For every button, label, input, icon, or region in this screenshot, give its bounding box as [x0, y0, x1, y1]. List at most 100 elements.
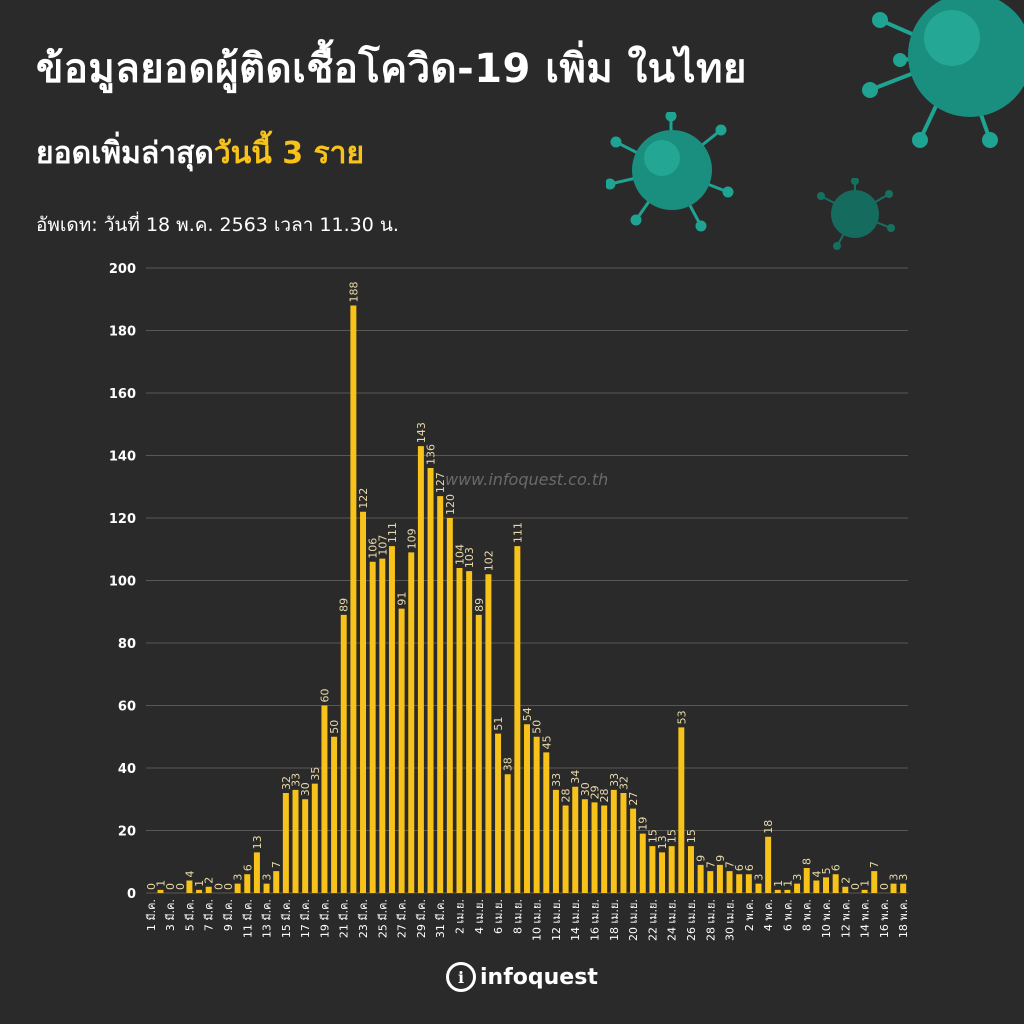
data-label: 91 [396, 592, 409, 606]
x-tick-label: 30 เม.ย. [724, 899, 737, 941]
data-label: 102 [482, 550, 495, 571]
bar [630, 808, 637, 893]
data-label: 6 [830, 864, 843, 871]
bar [668, 846, 675, 893]
x-tick-label: 2 เม.ย. [453, 899, 466, 934]
virus-icon [817, 178, 895, 250]
x-tick-label: 23 มี.ค. [357, 899, 370, 938]
x-tick-label: 12 เม.ย. [550, 899, 563, 941]
data-label: 30 [579, 782, 592, 796]
bar [871, 871, 878, 893]
bar [591, 802, 598, 893]
bar [398, 608, 405, 893]
bar [495, 733, 502, 893]
bar [832, 874, 839, 893]
bar [726, 871, 733, 893]
data-label: 30 [299, 782, 312, 796]
data-label: 51 [492, 717, 505, 731]
data-label: 103 [463, 547, 476, 568]
data-label: 7 [724, 861, 737, 868]
x-tick-label: 31 มี.ค. [434, 899, 447, 938]
x-tick-label: 21 มี.ค. [338, 899, 351, 938]
info-i-icon: i [446, 962, 476, 992]
y-tick-label: 200 [109, 262, 136, 277]
data-label: 15 [685, 829, 698, 843]
bar [196, 889, 203, 893]
data-label: 104 [453, 544, 466, 565]
data-label: 9 [695, 855, 708, 862]
x-tick-label: 26 เม.ย. [685, 899, 698, 941]
x-tick-label: 24 เม.ย. [666, 899, 679, 941]
bar [697, 864, 704, 893]
bar [784, 889, 791, 893]
x-tick-label: 6 พ.ค. [781, 899, 794, 931]
bar [360, 511, 367, 893]
data-label: 4 [810, 871, 823, 878]
data-label: 53 [675, 710, 688, 724]
data-label: 9 [714, 855, 727, 862]
virus-icon [862, 0, 1024, 148]
bar [321, 705, 328, 893]
bar [157, 889, 164, 893]
data-label: 3 [752, 874, 765, 881]
x-tick-label: 8 เม.ย. [511, 899, 524, 934]
bar [263, 883, 270, 893]
x-tick-label: 4 พ.ค. [762, 899, 775, 931]
x-tick-label: 15 มี.ค. [280, 899, 293, 938]
bar [842, 886, 849, 893]
y-tick-label: 20 [118, 825, 136, 840]
bar [340, 614, 347, 893]
bar [205, 886, 212, 893]
bar [437, 496, 444, 893]
data-label: 8 [801, 858, 814, 865]
data-label: 107 [376, 535, 389, 556]
bar [765, 836, 772, 893]
data-label: 27 [627, 792, 640, 806]
bar [823, 877, 830, 893]
x-tick-label: 18 เม.ย. [608, 899, 621, 941]
bar [610, 789, 617, 893]
data-label: 111 [511, 522, 524, 543]
bar [900, 883, 907, 893]
bar [350, 305, 357, 893]
bar [813, 880, 820, 893]
virus-icon [606, 112, 734, 232]
bar [466, 571, 473, 893]
data-label: 7 [868, 861, 881, 868]
bar [282, 793, 289, 893]
y-tick-label: 140 [109, 450, 136, 465]
x-tick-label: 17 มี.ค. [299, 899, 312, 938]
bar [707, 871, 714, 893]
bar [552, 789, 559, 893]
y-tick-label: 160 [109, 387, 136, 402]
y-tick-label: 180 [109, 325, 136, 340]
data-label: 33 [290, 773, 303, 787]
x-tick-label: 20 เม.ย. [627, 899, 640, 941]
data-label: 1 [193, 880, 206, 887]
x-tick-label: 16 พ.ค. [878, 899, 891, 938]
bar [601, 805, 608, 893]
y-tick-label: 100 [109, 575, 136, 590]
data-label: 1 [772, 880, 785, 887]
logo-text: infoquest [480, 964, 598, 990]
data-label: 13 [251, 835, 264, 849]
bar [861, 889, 868, 893]
bar [311, 783, 318, 893]
data-label: 13 [656, 835, 669, 849]
x-tick-label: 12 พ.ค. [839, 899, 852, 938]
x-tick-label: 29 มี.ค. [415, 899, 428, 938]
data-label: 3 [897, 874, 910, 881]
y-tick-label: 60 [118, 700, 136, 715]
y-tick-label: 120 [109, 512, 136, 527]
data-label: 45 [540, 735, 553, 749]
data-label: 38 [502, 757, 515, 771]
data-label: 143 [415, 422, 428, 443]
bar [755, 883, 762, 893]
data-label: 28 [560, 789, 573, 803]
data-label: 4 [183, 871, 196, 878]
x-tick-label: 11 มี.ค. [241, 899, 254, 938]
bar [803, 868, 810, 893]
x-tick-label: 8 พ.ค. [801, 899, 814, 931]
bar [745, 874, 752, 893]
x-tick-label: 27 มี.ค. [396, 899, 409, 938]
